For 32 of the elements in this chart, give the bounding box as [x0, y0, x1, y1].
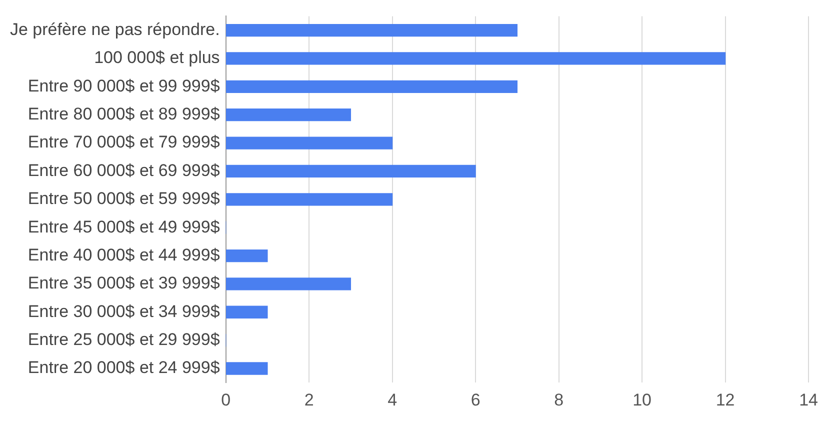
x-tick-label: 12: [716, 390, 735, 410]
y-tick-label: Entre 60 000$ et 69 999$: [28, 160, 220, 180]
bar: [226, 136, 393, 150]
y-tick-label: Entre 25 000$ et 29 999$: [28, 330, 220, 350]
x-tick-label: 6: [470, 390, 480, 410]
y-tick-label: Entre 40 000$ et 44 999$: [28, 245, 220, 264]
x-tick-label: 8: [554, 390, 564, 410]
bar: [226, 108, 352, 122]
y-tick-label: Entre 90 000$ et 99 999$: [28, 76, 220, 96]
x-tick-label: 14: [799, 390, 818, 410]
bar: [226, 278, 352, 290]
y-tick-label: Entre 70 000$ et 79 999$: [28, 132, 220, 152]
bar: [226, 80, 518, 93]
x-tick-label: 4: [388, 390, 398, 410]
bar: [226, 249, 268, 262]
bar: [226, 24, 518, 37]
y-tick-label: Entre 80 000$ et 89 999$: [28, 104, 220, 124]
x-tick-label: 2: [304, 390, 314, 410]
y-tick-label: 100 000$ et plus: [94, 48, 220, 68]
bar: [226, 193, 393, 206]
bar: [226, 52, 726, 65]
y-tick-label: Je préfère ne pas répondre.: [10, 20, 220, 39]
bar: [226, 306, 268, 318]
y-tick-label: Entre 30 000$ et 34 999$: [28, 302, 220, 321]
x-tick-label: 0: [221, 390, 231, 410]
y-tick-label: Entre 35 000$ et 39 999$: [28, 274, 220, 293]
bar: [226, 164, 476, 178]
y-tick-label: Entre 45 000$ et 49 999$: [28, 217, 220, 236]
bar: [226, 362, 268, 375]
y-tick-label: Entre 50 000$ et 59 999$: [28, 189, 220, 208]
x-tick-label: 10: [632, 390, 652, 410]
y-tick-label: Entre 20 000$ et 24 999$: [28, 358, 220, 378]
